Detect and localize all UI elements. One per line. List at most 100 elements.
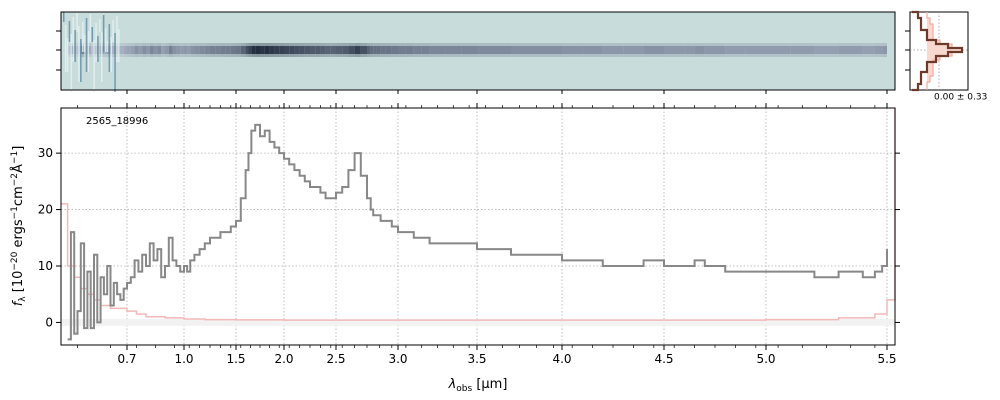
x-tick-label: 0.7: [117, 352, 136, 366]
spectrum-2d-trace: [545, 46, 562, 54]
spectrum-2d-trace-wing: [103, 54, 108, 57]
spectrum-2d-trace-wing: [725, 43, 746, 46]
spectrum-2d-trace: [236, 46, 241, 54]
spectrum-2d-trace-wing: [360, 54, 367, 57]
spectrum-2d-trace: [142, 46, 146, 54]
x-tick-label: 3.0: [388, 352, 407, 366]
spectrum-2d-trace-wing: [127, 54, 131, 57]
y-axis-label-exp2: −1: [10, 206, 20, 219]
spectrum-2d-trace-wing: [97, 54, 101, 57]
spectrum-2d-trace-wing: [294, 43, 300, 46]
spectrum-2d-trace-wing: [225, 43, 231, 46]
spectrum-2d-trace: [245, 46, 249, 54]
spectrum-2d-trace: [315, 46, 321, 54]
spectrum-2d-trace-wing: [138, 54, 143, 57]
spectrum-2d-trace-wing: [264, 54, 270, 57]
spectrum-2d-noise: [101, 32, 103, 82]
spectrum-2d-trace: [240, 46, 246, 54]
spectrum-2d-trace-wing: [623, 43, 644, 46]
spectrum-2d-trace: [274, 46, 280, 54]
spectrum-2d-trace-wing: [204, 54, 210, 57]
spectrum-2d-trace: [289, 46, 295, 54]
spectrum-2d-noise: [95, 23, 97, 62]
spectrum-2d-trace: [391, 46, 398, 54]
spectrum-2d-trace-wing: [199, 54, 205, 57]
spectrum-2d-trace-wing: [199, 43, 205, 46]
spectrum-2d-trace-wing: [294, 54, 300, 57]
spatial-profile-panel: 0.00 ± 0.33: [905, 10, 987, 103]
spectrum-2d-trace-wing: [421, 54, 430, 57]
spectrum-2d-trace-wing: [142, 43, 146, 46]
spectrum-2d-trace-wing: [336, 43, 343, 46]
spectrum-2d-trace: [562, 46, 583, 54]
spectrum-2d-trace-wing: [120, 54, 124, 57]
spectrum-2d-trace-wing: [190, 43, 195, 46]
spectrum-1d-panel: 0.7 1.0 1.5 2.0 2.5 3.0 3.5 4.0 4.5 5.0 5.5 0 10 20 3…: [10, 103, 900, 394]
spectrum-2d-trace: [284, 46, 290, 54]
object-label: 2565_18996: [86, 116, 148, 127]
spectrum-2d-trace-wing: [134, 54, 139, 57]
spectrum-2d-trace-wing: [325, 54, 331, 57]
spectrum-2d-trace-wing: [194, 43, 200, 46]
spectrum-2d-trace: [494, 46, 511, 54]
spectrum-2d-trace-wing: [882, 54, 887, 57]
spectrum-2d-noise: [118, 29, 120, 62]
spectrum-2d-trace: [149, 46, 154, 54]
spectrum-2d-trace-wing: [90, 43, 94, 46]
spectrum-2d-noise: [85, 18, 88, 72]
spectrum-2d-trace: [215, 46, 221, 54]
spectrum-2d-trace: [367, 46, 371, 54]
y-tick-label: 0: [45, 315, 53, 329]
spectrum-2d-trace: [354, 46, 361, 54]
spectrum-2d-trace-wing: [623, 54, 644, 57]
spectrum-2d-trace-wing: [269, 43, 275, 46]
spectrum-2d-trace: [838, 46, 863, 54]
spectrum-2d-trace-wing: [882, 43, 887, 46]
spectrum-2d-trace: [210, 46, 216, 54]
spectrum-2d-trace: [187, 46, 191, 54]
spectrum-2d-trace: [814, 46, 839, 54]
spectrum-2d-trace-wing: [299, 54, 305, 57]
spectrum-2d-noise: [70, 34, 73, 92]
spectrum-2d-trace: [385, 46, 392, 54]
spectrum-2d-trace-wing: [120, 43, 124, 46]
x-tick-label: 2.0: [274, 352, 293, 366]
spectrum-2d-trace-wing: [80, 54, 85, 57]
spectrum-2d-trace-wing: [176, 54, 181, 57]
spectrum-2d-trace-wing: [110, 54, 114, 57]
spectrum-2d-trace: [862, 46, 875, 54]
y-tick-label: 20: [38, 203, 53, 217]
spectrum-2d-trace-wing: [704, 54, 726, 57]
spectrum-2d-trace-wing: [391, 54, 398, 57]
spectrum-2d-trace-wing: [330, 54, 336, 57]
x-tick-label: 5.5: [877, 352, 896, 366]
spectrum-2d-trace-wing: [342, 54, 349, 57]
spectrum-2d-trace-wing: [461, 54, 477, 57]
spectrum-2d-noise: [83, 35, 86, 52]
spectrum-2d-trace: [168, 46, 173, 54]
spectrum-2d-trace-wing: [694, 54, 705, 57]
y-axis-label-exp4: −1: [10, 151, 20, 164]
spectrum-2d-trace: [745, 46, 766, 54]
spectrum-2d-noise: [82, 22, 84, 52]
spectrum-2d-trace-wing: [184, 54, 188, 57]
spectrum-2d-trace-wing: [284, 54, 290, 57]
spectrum-2d-trace: [370, 46, 374, 54]
profile-annotation: 0.00 ± 0.33: [934, 93, 987, 103]
spectrum-2d-trace: [84, 46, 88, 54]
y-axis-label-cm: cm: [11, 186, 26, 206]
y-axis-label-f: f: [11, 299, 26, 306]
spectrum-2d-trace-wing: [342, 43, 349, 46]
spectrum-2d-trace-wing: [315, 54, 321, 57]
spectrum-2d-trace: [342, 46, 349, 54]
spectrum-2d-trace-wing: [215, 43, 221, 46]
spectrum-2d-noise: [93, 40, 95, 92]
spectrum-2d-trace-wing: [562, 43, 583, 46]
spectrum-2d-trace-wing: [184, 43, 188, 46]
spectrum-2d-trace-wing: [220, 54, 226, 57]
spectrum-2d-trace: [694, 46, 705, 54]
spectrum-2d-trace-wing: [123, 54, 127, 57]
spectrum-2d-trace-wing: [210, 43, 216, 46]
spectrum-2d-trace-wing: [165, 43, 169, 46]
spectrum-2d-trace-wing: [511, 54, 528, 57]
